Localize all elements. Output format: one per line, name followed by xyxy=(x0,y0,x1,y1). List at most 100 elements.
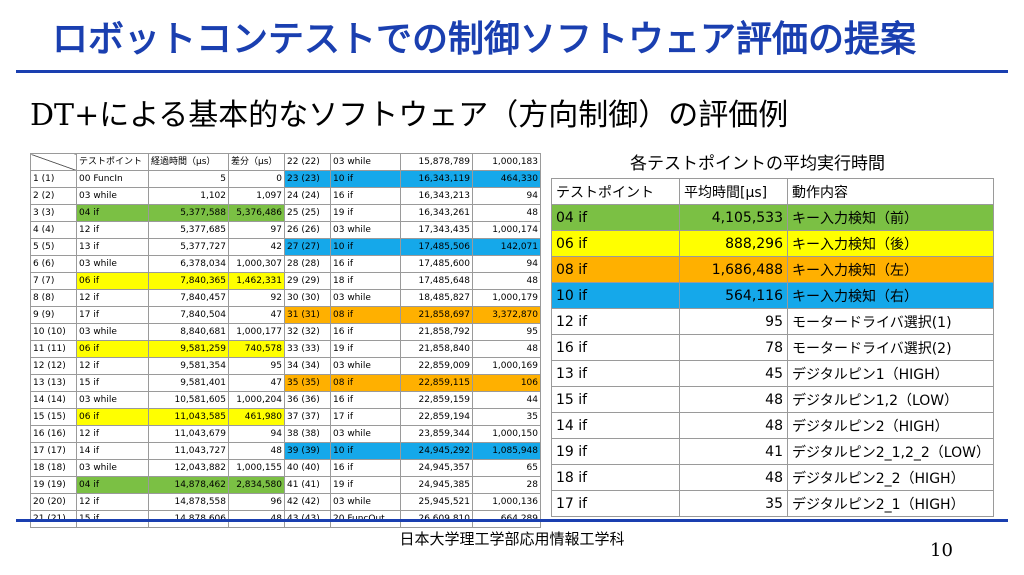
average-time-cell: 1,686,488 xyxy=(679,256,788,283)
table-cell: 3 (3) xyxy=(30,204,77,222)
table-cell: 17,485,648 xyxy=(400,272,473,290)
table-cell: 5,377,588 xyxy=(148,204,229,222)
table-cell: 06 if xyxy=(76,272,149,290)
table-cell: 03 while xyxy=(330,221,401,239)
execution-log-table: テストポイント 経過時間（μs） 差分（μs） 22 (22) 03 while 15,8… xyxy=(30,153,541,528)
table-cell: 41 (41) xyxy=(284,476,331,494)
page-number: 10 xyxy=(930,540,953,561)
operation-cell: デジタルピン2_2（HIGH） xyxy=(787,464,994,491)
table-cell: 48 xyxy=(472,204,541,222)
table-cell: 8 (8) xyxy=(30,289,77,307)
table-cell: 24,945,385 xyxy=(400,476,473,494)
slide-subtitle: DT+による基本的なソフトウェア（方向制御）の評価例 xyxy=(30,98,789,133)
table-cell: 18 (18) xyxy=(30,459,77,477)
average-row: 15 if 48 デジタルピン1,2（LOW） xyxy=(551,386,994,413)
table-cell: 31 (31) xyxy=(284,306,331,324)
table-cell: 03 while xyxy=(76,391,149,409)
slide-title: ロボットコンテストでの制御ソフトウェア評価の提案 xyxy=(52,19,917,60)
table-cell: 14,878,558 xyxy=(148,493,229,511)
table-cell: 16 if xyxy=(330,391,401,409)
table-cell: 47 xyxy=(228,306,285,324)
table-cell: 28 xyxy=(472,476,541,494)
operation-cell: デジタルピン2_1（HIGH） xyxy=(787,490,994,517)
header-cell: 動作内容 xyxy=(787,178,994,205)
table-cell: 35 (35) xyxy=(284,374,331,392)
table-row: 3 (3) 04 if 5,377,588 5,376,486 25 (25) 19 if… xyxy=(30,204,541,222)
table-cell: 47 xyxy=(228,374,285,392)
average-table-title: 各テストポイントの平均実行時間 xyxy=(630,154,885,174)
table-cell: 94 xyxy=(472,255,541,273)
test-point-cell: 10 if xyxy=(551,282,680,309)
average-row: 04 if 4,105,533 キー入力検知（前） xyxy=(551,204,994,231)
table-cell: 1,000,136 xyxy=(472,493,541,511)
table-cell: 17 if xyxy=(330,408,401,426)
table-cell: 12 if xyxy=(76,289,149,307)
table-cell: 5 (5) xyxy=(30,238,77,256)
table-cell: 11,043,679 xyxy=(148,425,229,443)
table-cell: 03 while xyxy=(330,425,401,443)
test-point-cell: 16 if xyxy=(551,334,680,361)
header-cell: 平均時間[μs] xyxy=(679,178,788,205)
table-cell: 1,102 xyxy=(148,187,229,205)
table-cell: 19 if xyxy=(330,476,401,494)
header-corner-cell xyxy=(30,153,77,171)
table-cell: 7 (7) xyxy=(30,272,77,290)
average-time-cell: 78 xyxy=(679,334,788,361)
table-row: 10 (10) 03 while 8,840,681 1,000,177 32 (32)… xyxy=(30,323,541,341)
table-cell: 23,859,344 xyxy=(400,425,473,443)
table-row: 9 (9) 17 if 7,840,504 47 31 (31) 08 if 21,858,… xyxy=(30,306,541,324)
table-cell: 1,000,204 xyxy=(228,391,285,409)
table-cell: 464,330 xyxy=(472,170,541,188)
table-cell: 95 xyxy=(472,323,541,341)
table-cell: 03 while xyxy=(76,187,149,205)
table-cell: 7,840,504 xyxy=(148,306,229,324)
operation-cell: モータードライバ選択(2) xyxy=(787,334,994,361)
test-point-cell: 14 if xyxy=(551,412,680,439)
table-cell: 30 (30) xyxy=(284,289,331,307)
average-row: 18 if 48 デジタルピン2_2（HIGH） xyxy=(551,464,994,491)
table-cell: 13 if xyxy=(76,238,149,256)
table-cell: 19 (19) xyxy=(30,476,77,494)
average-time-cell: 4,105,533 xyxy=(679,204,788,231)
table-cell: 4 (4) xyxy=(30,221,77,239)
table-cell: 17 if xyxy=(76,306,149,324)
table-row: 20 (20) 12 if 14,878,558 96 42 (42) 03 while 2… xyxy=(30,493,541,511)
header-cell: 経過時間（μs） xyxy=(148,153,229,171)
table-cell: 13 (13) xyxy=(30,374,77,392)
operation-cell: キー入力検知（左） xyxy=(787,256,994,283)
table-cell: 21,858,792 xyxy=(400,323,473,341)
table-cell: 16 if xyxy=(330,187,401,205)
average-row: 10 if 564,116 キー入力検知（右） xyxy=(551,282,994,309)
table-cell: 24 (24) xyxy=(284,187,331,205)
table-cell: 17,343,435 xyxy=(400,221,473,239)
table-cell: 26 (26) xyxy=(284,221,331,239)
table-cell: 12 if xyxy=(76,493,149,511)
table-cell: 12 (12) xyxy=(30,357,77,375)
table-cell: 32 (32) xyxy=(284,323,331,341)
table-cell: 10 if xyxy=(330,170,401,188)
table-row: 19 (19) 04 if 14,878,462 2,834,580 41 (41) 19… xyxy=(30,476,541,494)
table-cell: 7,840,365 xyxy=(148,272,229,290)
table-row: 11 (11) 06 if 9,581,259 740,578 33 (33) 19 if… xyxy=(30,340,541,358)
table-cell: 04 if xyxy=(76,476,149,494)
test-point-cell: 13 if xyxy=(551,360,680,387)
table-cell: 16,343,213 xyxy=(400,187,473,205)
table-cell: 33 (33) xyxy=(284,340,331,358)
operation-cell: デジタルピン1（HIGH） xyxy=(787,360,994,387)
header-cell: 差分（μs） xyxy=(228,153,285,171)
table-row: 6 (6) 03 while 6,378,034 1,000,307 28 (28) 16… xyxy=(30,255,541,273)
table-row: 16 (16) 12 if 11,043,679 94 38 (38) 03 while 2… xyxy=(30,425,541,443)
table-cell: 03 while xyxy=(330,357,401,375)
table-cell: 03 while xyxy=(76,323,149,341)
test-point-cell: 12 if xyxy=(551,308,680,335)
table-cell: 12 if xyxy=(76,357,149,375)
table-cell: 48 xyxy=(472,340,541,358)
test-point-cell: 06 if xyxy=(551,230,680,257)
table-cell: 00 FuncIn xyxy=(76,170,149,188)
average-time-cell: 41 xyxy=(679,438,788,465)
average-time-cell: 888,296 xyxy=(679,230,788,257)
table-row: 14 (14) 03 while 10,581,605 1,000,204 36 (36… xyxy=(30,391,541,409)
table-cell: 8,840,681 xyxy=(148,323,229,341)
table-cell: 10 if xyxy=(330,442,401,460)
table-cell: 2,834,580 xyxy=(228,476,285,494)
